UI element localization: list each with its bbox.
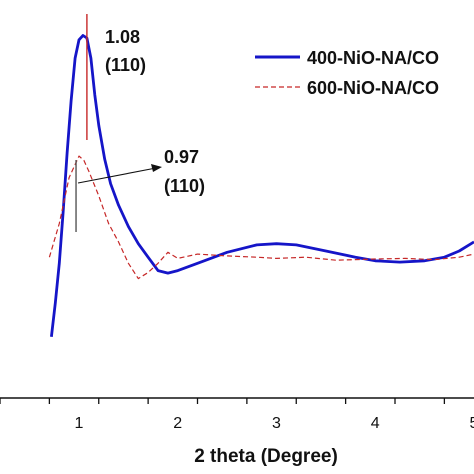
annotation-arrow-head: [151, 164, 162, 172]
x-tick-label: 2: [173, 415, 182, 432]
annotation-2-value: 0.97: [164, 147, 199, 167]
legend: 400-NiO-NA/CO 600-NiO-NA/CO: [255, 48, 439, 98]
x-axis-label: 2 theta (Degree): [194, 446, 338, 467]
axes: 1 2 3 4 5: [0, 397, 474, 432]
x-tick-label: 3: [272, 415, 281, 432]
annotation-1-value: 1.08: [105, 27, 140, 47]
legend-label-600: 600-NiO-NA/CO: [307, 78, 439, 98]
series-line-0: [50, 34, 474, 337]
x-tick-label: 4: [371, 415, 380, 432]
annotation-arrow-line: [77, 167, 157, 184]
annotation-2-index: (110): [164, 176, 205, 196]
legend-label-400: 400-NiO-NA/CO: [307, 48, 439, 68]
series-lines: [48, 34, 474, 337]
x-tick-label: 1: [75, 415, 84, 432]
annotations: 1.08 (110) 0.97 (110): [105, 27, 205, 196]
series-line-1: [48, 155, 474, 280]
annotation-marks: [75, 14, 162, 232]
annotation-1-index: (110): [105, 55, 146, 75]
x-tick-label: 5: [470, 415, 474, 432]
